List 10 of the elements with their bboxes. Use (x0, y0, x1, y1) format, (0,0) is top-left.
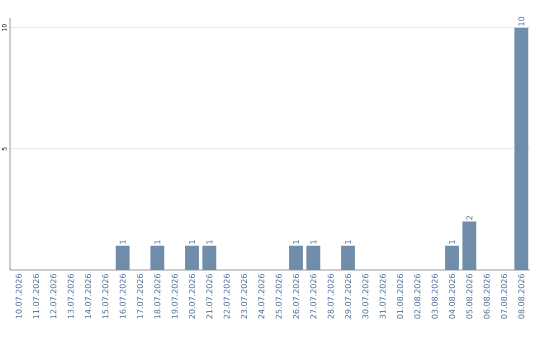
bar (514, 28, 528, 270)
bar (150, 246, 164, 270)
bar (445, 246, 459, 270)
bar (116, 246, 130, 270)
bar (289, 246, 303, 270)
bar (462, 222, 476, 270)
bar (306, 246, 320, 270)
bar (341, 246, 355, 270)
bar (185, 246, 199, 270)
bar (202, 246, 216, 270)
